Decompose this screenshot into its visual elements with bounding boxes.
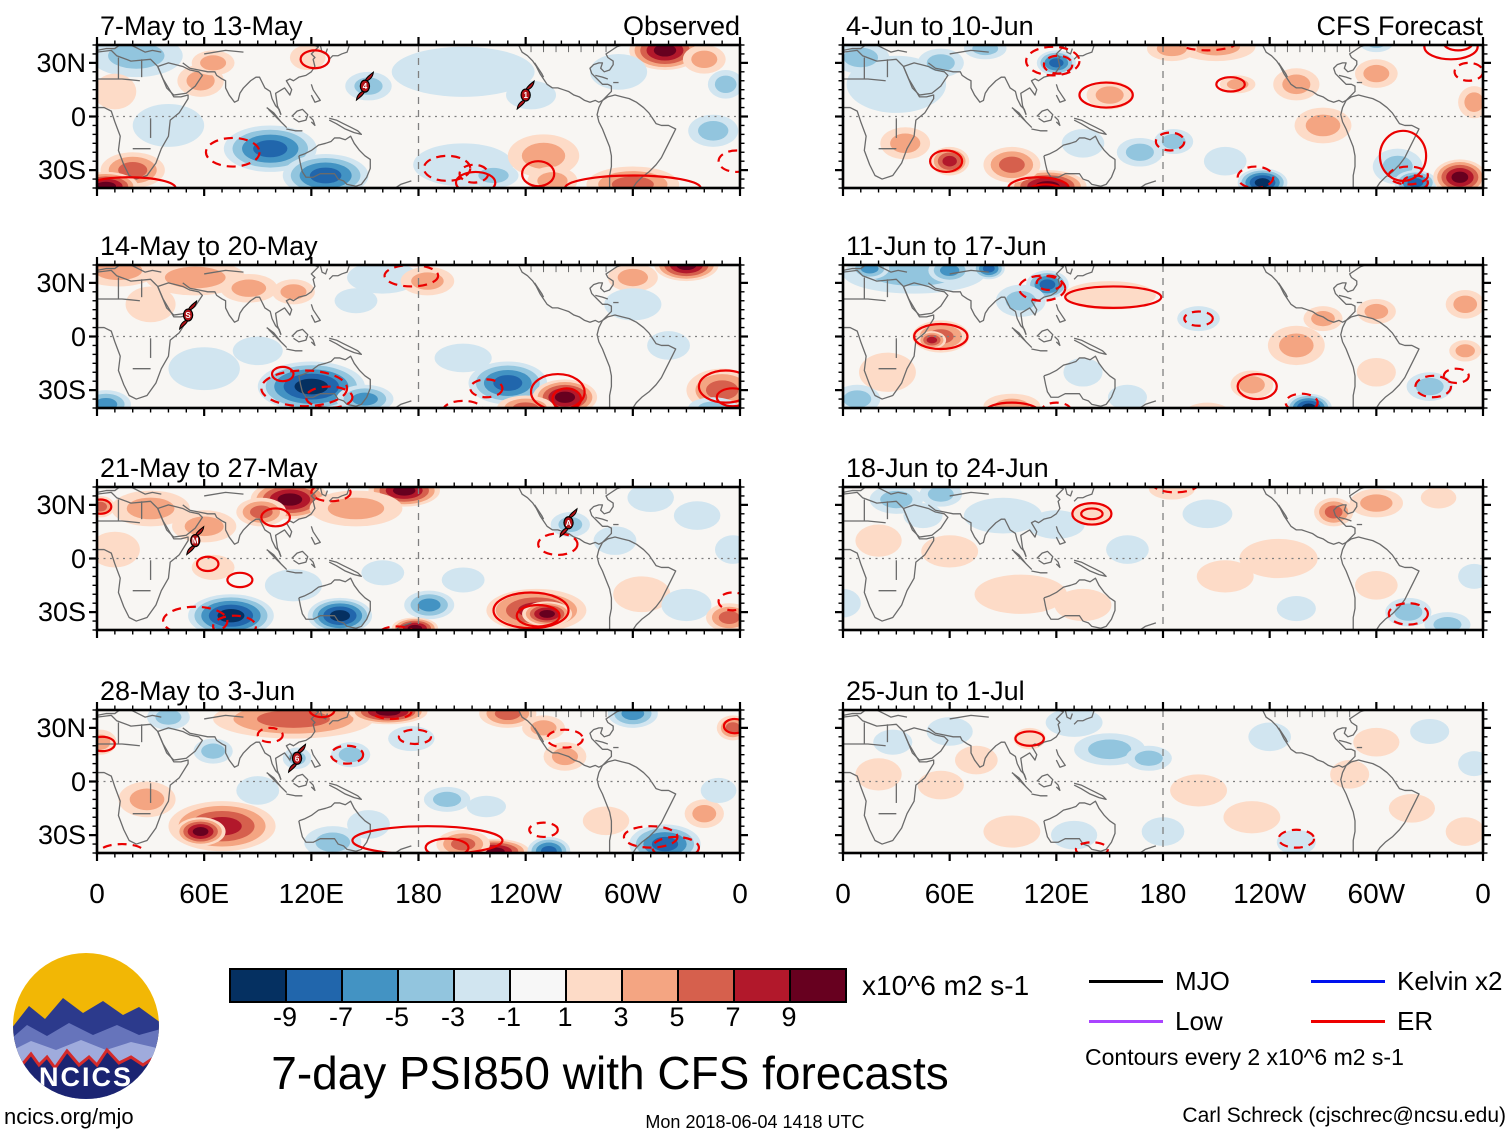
lat-label-30S: 30S bbox=[37, 375, 86, 406]
credit-text: Carl Schreck (cjschrec@ncsu.edu) bbox=[1182, 1104, 1506, 1127]
storm-symbol: 6 bbox=[287, 743, 307, 774]
svg-text:1: 1 bbox=[523, 91, 528, 100]
panel-title: 11-Jun to 17-Jun bbox=[846, 231, 1047, 261]
colorbar-block-5 bbox=[510, 969, 566, 1002]
colorbar-tick-5: 5 bbox=[669, 1002, 685, 1032]
colorbar-block-7 bbox=[622, 969, 678, 1002]
lon-label-0-0: 0 bbox=[835, 878, 851, 909]
colorbar-tick-3: 3 bbox=[613, 1002, 629, 1032]
storm-symbol: M bbox=[186, 525, 205, 556]
colorbar-block-1 bbox=[286, 969, 342, 1002]
map-canvas-18-Jun-to-24-Jun bbox=[835, 479, 1491, 638]
lon-label-0-0: 0 bbox=[89, 878, 105, 909]
kelvin-line-swatch bbox=[1311, 980, 1385, 983]
colorbar-tick--5: -5 bbox=[384, 1002, 409, 1032]
panel-title: 18-Jun to 24-Jun bbox=[846, 453, 1049, 483]
colorbar-block-2 bbox=[342, 969, 398, 1002]
svg-text:6: 6 bbox=[295, 754, 300, 763]
map-canvas-21-May-to-27-May: MA bbox=[89, 479, 748, 638]
lon-label-60E-1: 60E bbox=[924, 878, 975, 909]
colorbar-tick--1: -1 bbox=[496, 1002, 521, 1032]
lat-label-30S: 30S bbox=[37, 597, 86, 628]
low-legend-label: Low bbox=[1175, 1006, 1223, 1036]
colorbar-block-6 bbox=[566, 969, 622, 1002]
lat-label-30S: 30S bbox=[37, 155, 86, 186]
map-canvas-7-May-to-13-May: 41 bbox=[89, 37, 748, 196]
lon-label-120E-2: 120E bbox=[278, 878, 345, 909]
colorbar-tick-1: 1 bbox=[557, 1002, 573, 1032]
low-line-swatch bbox=[1089, 1020, 1163, 1023]
panel-title: 4-Jun to 10-Jun bbox=[846, 11, 1034, 41]
logo-ridge-line bbox=[13, 1047, 159, 1071]
lon-label-60W-5: 60W bbox=[604, 878, 662, 909]
contour-interval-note: Contours every 2 x10^6 m2 s-1 bbox=[1085, 1044, 1404, 1070]
colorbar-block-4 bbox=[454, 969, 510, 1002]
colorbar-block-10 bbox=[790, 969, 846, 1002]
er-line-swatch bbox=[1311, 1020, 1385, 1023]
svg-text:4: 4 bbox=[363, 82, 368, 91]
svg-text:S: S bbox=[185, 311, 191, 320]
timestamp: Mon 2018-06-04 1418 UTC bbox=[645, 1112, 865, 1132]
storm-symbol: S bbox=[178, 299, 198, 331]
map-canvas-11-Jun-to-17-Jun bbox=[835, 257, 1491, 416]
lat-label-30N: 30N bbox=[36, 267, 86, 298]
er-legend-label: ER bbox=[1397, 1006, 1434, 1036]
lon-label-60W-5: 60W bbox=[1347, 878, 1406, 909]
logo-base bbox=[13, 1050, 159, 1099]
map-canvas-14-May-to-20-May: S bbox=[89, 257, 748, 416]
panel-title: 7-May to 13-May bbox=[100, 11, 303, 41]
map-canvas-28-May-to-3-Jun: 6 bbox=[89, 702, 748, 861]
lon-label-0-6: 0 bbox=[1475, 878, 1491, 909]
lat-label-0: 0 bbox=[70, 321, 86, 352]
storm-symbol: 4 bbox=[355, 70, 375, 102]
ncics-logo: NCICS bbox=[13, 953, 159, 1099]
lat-label-30S: 30S bbox=[37, 820, 86, 851]
colorbar-units-label: x10^6 m2 s-1 bbox=[862, 970, 1030, 1001]
colorbar-tick-7: 7 bbox=[725, 1002, 741, 1032]
lon-label-180-3: 180 bbox=[395, 878, 442, 909]
panel-title: 21-May to 27-May bbox=[100, 453, 318, 483]
colorbar-block-8 bbox=[678, 969, 734, 1002]
panel-title: 14-May to 20-May bbox=[100, 231, 318, 261]
figure-title: 7-day PSI850 with CFS forecasts bbox=[271, 1047, 949, 1099]
map-canvas-25-Jun-to-1-Jul bbox=[835, 702, 1491, 861]
lon-label-0-6: 0 bbox=[732, 878, 748, 909]
colorbar-tick--7: -7 bbox=[328, 1002, 353, 1032]
kelvin-legend-label: Kelvin x2 bbox=[1397, 966, 1503, 996]
lon-label-60E-1: 60E bbox=[179, 878, 230, 909]
lat-label-30N: 30N bbox=[36, 712, 86, 743]
logo-text: NCICS bbox=[39, 1062, 133, 1092]
panel-source-label: CFS Forecast bbox=[1316, 11, 1483, 41]
lat-label-30N: 30N bbox=[36, 489, 86, 520]
colorbar-block-9 bbox=[734, 969, 790, 1002]
storm-symbol: A bbox=[559, 507, 578, 538]
lon-label-120E-2: 120E bbox=[1023, 878, 1090, 909]
panel-source-label: Observed bbox=[622, 11, 740, 41]
map-canvas-4-Jun-to-10-Jun bbox=[835, 37, 1491, 196]
site-link[interactable]: ncics.org/mjo bbox=[4, 1104, 134, 1129]
mjo-line-swatch bbox=[1089, 980, 1163, 983]
colorbar-tick--3: -3 bbox=[440, 1002, 465, 1032]
svg-text:M: M bbox=[192, 537, 199, 546]
colorbar-block-3 bbox=[398, 969, 454, 1002]
storm-symbol: 1 bbox=[516, 79, 535, 111]
lat-label-30N: 30N bbox=[36, 47, 86, 78]
lon-label-180-3: 180 bbox=[1139, 878, 1187, 909]
lat-label-0: 0 bbox=[70, 766, 86, 797]
colorbar-tick-9: 9 bbox=[781, 1002, 797, 1032]
colorbar-tick--9: -9 bbox=[272, 1002, 297, 1032]
lon-label-120W-4: 120W bbox=[1233, 878, 1307, 909]
panel-title: 25-Jun to 1-Jul bbox=[846, 676, 1025, 706]
colorbar bbox=[229, 968, 847, 1003]
lat-label-0: 0 bbox=[70, 101, 86, 132]
svg-text:A: A bbox=[566, 519, 572, 528]
lat-label-0: 0 bbox=[70, 543, 86, 574]
panel-title: 28-May to 3-Jun bbox=[100, 676, 296, 706]
mjo-legend-label: MJO bbox=[1175, 966, 1230, 996]
lon-label-120W-4: 120W bbox=[489, 878, 563, 909]
colorbar-block-0 bbox=[230, 969, 286, 1002]
